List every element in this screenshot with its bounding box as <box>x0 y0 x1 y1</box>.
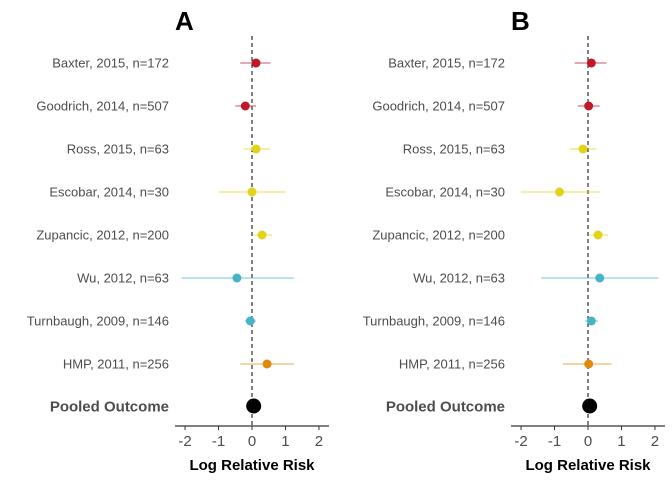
point-estimate <box>251 144 261 154</box>
point-estimate <box>578 144 588 154</box>
study-label: Baxter, 2015, n=172 <box>52 56 169 71</box>
x-tick-label: -2 <box>178 433 191 450</box>
x-tick-label: 2 <box>315 433 323 450</box>
study-label: Baxter, 2015, n=172 <box>388 56 505 71</box>
study-label: Turnbaugh, 2009, n=146 <box>27 314 169 329</box>
point-estimate <box>232 273 242 283</box>
point-estimate <box>595 273 605 283</box>
pooled-outcome-label: Pooled Outcome <box>386 399 505 416</box>
x-tick-label: -1 <box>548 433 561 450</box>
x-tick-label: 0 <box>248 433 256 450</box>
pooled-estimate-marker <box>582 398 598 414</box>
study-label: Zupancic, 2012, n=200 <box>36 228 169 243</box>
x-tick-label: 2 <box>651 433 659 450</box>
panel-title: B <box>511 6 530 36</box>
point-estimate <box>245 316 255 326</box>
study-label: Ross, 2015, n=63 <box>67 142 169 157</box>
study-label: Turnbaugh, 2009, n=146 <box>363 314 505 329</box>
point-estimate <box>262 359 272 369</box>
point-estimate <box>584 101 594 111</box>
study-label: Goodrich, 2014, n=507 <box>372 99 505 114</box>
x-tick-label: 0 <box>584 433 592 450</box>
point-estimate <box>251 58 261 68</box>
point-estimate <box>247 187 257 197</box>
x-tick-label: -2 <box>514 433 527 450</box>
point-estimate <box>257 230 267 240</box>
study-label: Escobar, 2014, n=30 <box>49 185 169 200</box>
study-label: Escobar, 2014, n=30 <box>385 185 505 200</box>
study-label: Goodrich, 2014, n=507 <box>36 99 169 114</box>
x-tick-label: 1 <box>617 433 625 450</box>
point-estimate <box>586 316 596 326</box>
pooled-estimate-marker <box>246 398 262 414</box>
point-estimate <box>593 230 603 240</box>
point-estimate <box>586 58 596 68</box>
panel-title: A <box>175 6 194 36</box>
study-label: Wu, 2012, n=63 <box>77 271 169 286</box>
point-estimate <box>555 187 565 197</box>
x-axis-title: Log Relative Risk <box>189 457 315 474</box>
study-label: HMP, 2011, n=256 <box>63 357 169 372</box>
study-label: Zupancic, 2012, n=200 <box>372 228 505 243</box>
point-estimate <box>240 101 250 111</box>
pooled-outcome-label: Pooled Outcome <box>50 399 169 416</box>
x-tick-label: 1 <box>281 433 289 450</box>
x-axis-title: Log Relative Risk <box>525 457 651 474</box>
study-label: Wu, 2012, n=63 <box>413 271 505 286</box>
study-label: HMP, 2011, n=256 <box>399 357 505 372</box>
point-estimate <box>584 359 594 369</box>
x-tick-label: -1 <box>212 433 225 450</box>
study-label: Ross, 2015, n=63 <box>403 142 505 157</box>
